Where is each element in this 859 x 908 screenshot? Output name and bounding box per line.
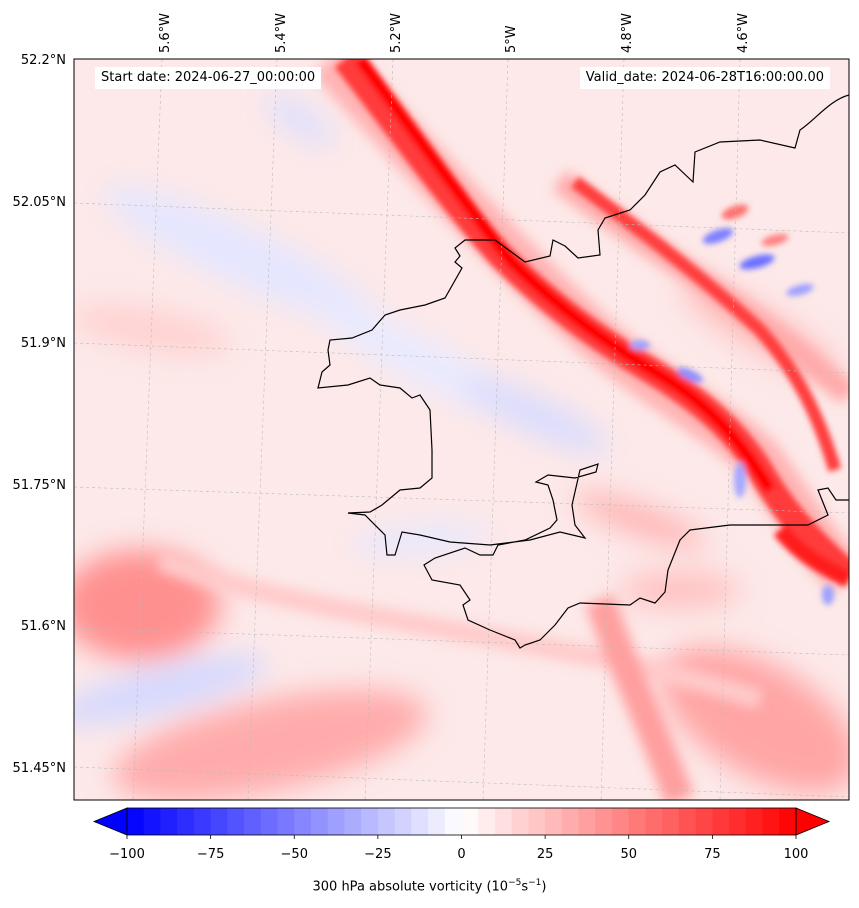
coastline: [317, 94, 849, 649]
valid-date-label: Valid_date: 2024-06-28T16:00:00.00: [579, 67, 830, 89]
colorbar-segment: [461, 808, 479, 835]
lat-label: 51.6°N: [21, 619, 66, 634]
colorbar-units-exp2: −1: [528, 878, 542, 888]
colorbar-segment: [578, 808, 596, 835]
colorbar-segment: [344, 808, 362, 835]
lon-label: 4.6°W: [736, 13, 751, 53]
colorbar-segment: [394, 808, 412, 835]
colorbar-segment: [612, 808, 630, 835]
colorbar-segment: [177, 808, 195, 835]
lon-label: 5.2°W: [389, 13, 404, 53]
colorbar-field: 300 hPa absolute vorticity: [312, 879, 483, 895]
lat-label: 52.2°N: [21, 53, 66, 68]
colorbar-segment: [227, 808, 245, 835]
colorbar-segment: [244, 808, 262, 835]
latitude-labels: 52.2°N 52.05°N 51.9°N 51.75°N 51.6°N 51.…: [13, 53, 66, 776]
colorbar-segment: [662, 808, 680, 835]
lon-label: 4.8°W: [620, 13, 635, 53]
lat-label: 51.9°N: [21, 336, 66, 351]
colorbar-tick-label: −100: [109, 847, 145, 862]
lat-label: 51.45°N: [13, 761, 66, 776]
colorbar-tick-label: 100: [784, 847, 809, 862]
colorbar-segment: [712, 808, 730, 835]
colorbar-segment: [160, 808, 178, 835]
colorbar-segment: [511, 808, 529, 835]
lon-label: 5°W: [504, 25, 519, 53]
longitude-labels: 5.6°W 5.4°W 5.2°W 5°W 4.8°W 4.6°W: [158, 13, 751, 53]
colorbar-tick-label: 0: [457, 847, 465, 862]
colorbar-segment: [628, 808, 646, 835]
colorbar-units-close: ): [541, 879, 547, 895]
colorbar-segment: [444, 808, 462, 835]
lon-label: 5.6°W: [158, 13, 173, 53]
colorbar-units-exp1: −5: [508, 878, 522, 888]
colorbar-segment: [695, 808, 713, 835]
colorbar-segment: [310, 808, 329, 835]
colorbar-segment: [428, 808, 446, 835]
colorbar-segment: [762, 808, 780, 835]
colorbar-ticks: −100 −75 −50 −25 0 25 50 75 100: [109, 847, 808, 862]
colorbar-segment: [377, 808, 395, 835]
colorbar-segment: [260, 808, 278, 835]
colorbar-segment: [327, 808, 345, 835]
vorticity-jets: [334, 59, 849, 605]
map-frame: [73, 58, 850, 801]
lat-label: 52.05°N: [13, 195, 66, 210]
colorbar-units-open: (10: [486, 879, 509, 895]
colorbar-segment: [494, 808, 513, 835]
colorbar-segment: [478, 808, 496, 835]
colorbar-segment: [561, 808, 579, 835]
colorbar-segment: [361, 808, 379, 835]
colorbar-tick-label: 25: [537, 847, 554, 862]
colorbar-tick-label: −25: [364, 847, 391, 862]
colorbar-segment: [210, 808, 228, 835]
start-date-label: Start date: 2024-06-27_00:00:00: [95, 67, 322, 89]
colorbar-tick-label: 50: [620, 847, 637, 862]
vorticity-field: [74, 59, 849, 800]
colorbar-segment: [779, 808, 797, 835]
colorbar-tick-label: −75: [197, 847, 224, 862]
colorbar-segment: [678, 808, 697, 835]
colorbar-segment: [545, 808, 563, 835]
colorbar-title: 300 hPa absolute vorticity (10−5s−1): [0, 878, 859, 894]
colorbar-segment: [277, 808, 295, 835]
colorbar-segment: [411, 808, 429, 835]
colorbar-tick-label: 75: [704, 847, 721, 862]
colorbar-segment: [528, 808, 546, 835]
colorbar-segment: [745, 808, 763, 835]
colorbar-extend-low: [92, 807, 128, 836]
lat-label: 51.75°N: [13, 478, 66, 493]
colorbar-units-mid: s: [521, 879, 529, 895]
colorbar-segment: [294, 808, 312, 835]
colorbar: [92, 807, 831, 839]
lon-label: 5.4°W: [274, 13, 289, 53]
colorbar-segment: [729, 808, 747, 835]
colorbar-extend-high: [795, 807, 831, 836]
colorbar-segment: [193, 808, 212, 835]
colorbar-segment: [143, 808, 161, 835]
colorbar-tick-label: −50: [281, 847, 308, 862]
colorbar-segment: [645, 808, 663, 835]
colorbar-segment: [127, 808, 145, 835]
colorbar-segment: [595, 808, 613, 835]
